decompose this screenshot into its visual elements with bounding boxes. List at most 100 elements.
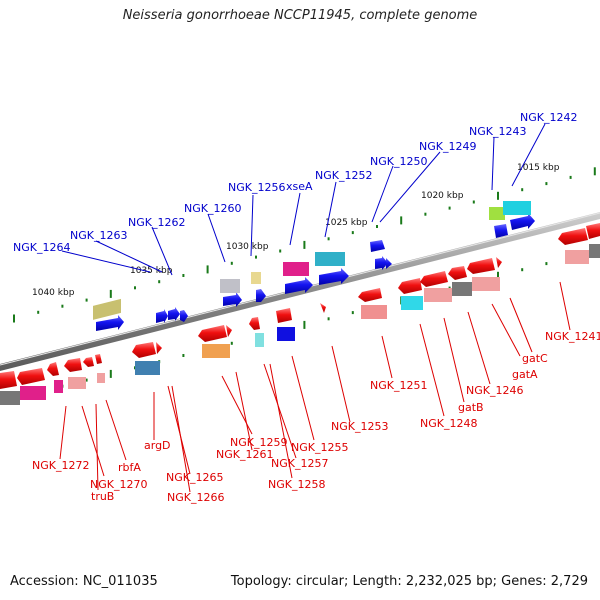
gene-argd-arrow[interactable] xyxy=(132,342,156,358)
label-ngk-1256: NGK_1256 xyxy=(228,181,285,194)
tick-rail-top xyxy=(13,167,596,323)
gene-ngk-1249b-arrow[interactable] xyxy=(386,258,392,269)
feature-box-gata[interactable] xyxy=(472,277,500,291)
feature-box-trub[interactable] xyxy=(54,380,63,393)
gene-ngk-1241-arrow[interactable] xyxy=(558,228,588,245)
feature-box-1270[interactable] xyxy=(20,386,46,400)
tick-top-22 xyxy=(545,182,548,186)
feature-box-1246[interactable] xyxy=(452,282,472,296)
gene-ngk-1264-arrow[interactable] xyxy=(96,315,124,331)
gene-ngk-1256-box[interactable] xyxy=(251,272,261,284)
feature-box-1259[interactable] xyxy=(202,344,230,358)
feature-box-1241b[interactable] xyxy=(589,244,600,258)
gene-rbfa-arrow[interactable] xyxy=(64,358,82,372)
tick-top-9 xyxy=(230,261,233,265)
gene-xsea-arrow[interactable] xyxy=(285,277,313,294)
gene-ngk-1243-arrow[interactable] xyxy=(494,224,508,238)
gene-ngk-1266-arrow[interactable] xyxy=(83,357,94,367)
accession-text: Accession: NC_011035 xyxy=(10,574,158,589)
tick-bottom-21 xyxy=(521,268,524,272)
gene-ngk-1249-arrow[interactable] xyxy=(375,256,388,270)
label-ngk-1266: NGK_1266 xyxy=(167,491,224,504)
gene-ngk-1242-arrow[interactable] xyxy=(510,213,535,230)
feature-box-1272[interactable] xyxy=(0,391,20,405)
gene-ngk-1263-arrow[interactable] xyxy=(156,309,168,323)
gene-xsea-box[interactable] xyxy=(283,262,309,276)
tick-top-24 xyxy=(593,167,596,176)
tick-top-17 xyxy=(424,212,427,216)
gene-ngk-1262-arrow[interactable] xyxy=(168,307,180,321)
genome-summary-text: Topology: circular; Length: 2,232,025 bp… xyxy=(230,574,588,589)
gene-ngk-1251-arrow[interactable] xyxy=(358,288,382,302)
gene-trub-arrow[interactable] xyxy=(47,362,59,376)
gene-ngk-1272-arrow[interactable] xyxy=(0,371,17,389)
gene-ngk-1248-arrow[interactable] xyxy=(398,278,422,294)
label-ngk-1243: NGK_1243 xyxy=(469,125,526,138)
feature-box-1248[interactable] xyxy=(401,296,423,310)
tick-bottom-14 xyxy=(351,311,354,315)
label-gata: gatA xyxy=(512,368,538,381)
tick-top-15 xyxy=(376,225,378,228)
feature-box-rbfa[interactable] xyxy=(68,377,86,389)
gene-ngk-1250-arrow[interactable] xyxy=(370,240,385,252)
scale-tick-1030: 1030 kbp xyxy=(226,242,269,252)
gene-ngk-1255-arrow[interactable] xyxy=(276,308,292,323)
tick-top-8 xyxy=(206,265,209,274)
tick-top-21 xyxy=(521,188,524,192)
gene-ngk-1259b-arrow[interactable] xyxy=(226,325,232,337)
feature-box-1241[interactable] xyxy=(565,250,589,264)
label-argd: argD xyxy=(144,439,171,452)
gene-argd-b-arrow[interactable] xyxy=(156,342,162,354)
genome-title: Neisseria gonorrhoeae NCCP11945, complet… xyxy=(122,8,478,23)
gene-ngk-1262b-arrow[interactable] xyxy=(180,310,188,322)
gene-ngk-1242-box[interactable] xyxy=(503,201,531,215)
forward-strand-genes xyxy=(93,201,535,331)
label-xsea: xseA xyxy=(286,180,313,193)
gene-ngk-1252-box[interactable] xyxy=(315,252,345,266)
gene-ngk-1253-arrow[interactable] xyxy=(320,303,326,313)
label-ngk-1253: NGK_1253 xyxy=(331,420,388,433)
tick-top-2 xyxy=(61,304,64,308)
scale-tick-1035: 1035 kbp xyxy=(130,266,173,276)
gene-ngk-1252-arrow[interactable] xyxy=(319,268,349,285)
gene-gatb-arrow[interactable] xyxy=(420,271,448,287)
gene-ngk-1243-box[interactable] xyxy=(489,207,505,220)
gene-ngk-1241b-arrow[interactable] xyxy=(586,223,600,239)
label-ngk-1258: NGK_1258 xyxy=(268,478,325,491)
feature-box-1251[interactable] xyxy=(361,305,387,319)
tick-bottom-12 xyxy=(303,320,306,329)
tick-bottom-7 xyxy=(182,354,185,357)
gene-gatc-arrow[interactable] xyxy=(496,257,502,268)
label-ngk-1260: NGK_1260 xyxy=(184,202,241,215)
gene-ngk-1264-box[interactable] xyxy=(93,298,121,320)
label-ngk-1249: NGK_1249 xyxy=(419,140,476,153)
gene-ngk-1256-arrow[interactable] xyxy=(256,289,266,302)
gene-ngk-1265-arrow[interactable] xyxy=(95,354,102,364)
label-ngk-1265: NGK_1265 xyxy=(166,471,223,484)
label-gatc: gatC xyxy=(522,352,548,365)
feature-box-1255[interactable] xyxy=(277,327,295,341)
scale-tick-1015: 1015 kbp xyxy=(517,163,560,173)
label-ngk-1272: NGK_1272 xyxy=(32,459,89,472)
gene-ngk-1260-arrow[interactable] xyxy=(223,292,242,307)
tick-top-11 xyxy=(279,249,282,253)
feature-box-argd[interactable] xyxy=(135,361,160,375)
tick-bottom-4 xyxy=(109,369,112,378)
label-ngk-1241: NGK_1241 xyxy=(545,330,600,343)
gene-ngk-1257-arrow[interactable] xyxy=(249,317,260,330)
gene-ngk-1260-box[interactable] xyxy=(220,279,240,293)
gene-ngk-1259-arrow[interactable] xyxy=(198,325,227,342)
reverse-strand-genes xyxy=(0,223,600,405)
tick-bottom-20 xyxy=(497,271,499,280)
feature-box-1257[interactable] xyxy=(255,333,264,347)
scale-tick-1020: 1020 kbp xyxy=(421,191,464,201)
gene-gata-arrow[interactable] xyxy=(467,258,495,274)
tick-top-18 xyxy=(448,206,451,210)
label-trub: truB xyxy=(91,490,114,503)
label-ngk-1262: NGK_1262 xyxy=(128,216,185,229)
feature-box-gatb[interactable] xyxy=(424,288,452,302)
gene-ngk-1270-arrow[interactable] xyxy=(17,368,45,385)
feature-box-1265[interactable] xyxy=(97,373,105,383)
gene-ngk-1246-arrow[interactable] xyxy=(448,266,467,280)
scale-tick-1025: 1025 kbp xyxy=(325,218,368,228)
